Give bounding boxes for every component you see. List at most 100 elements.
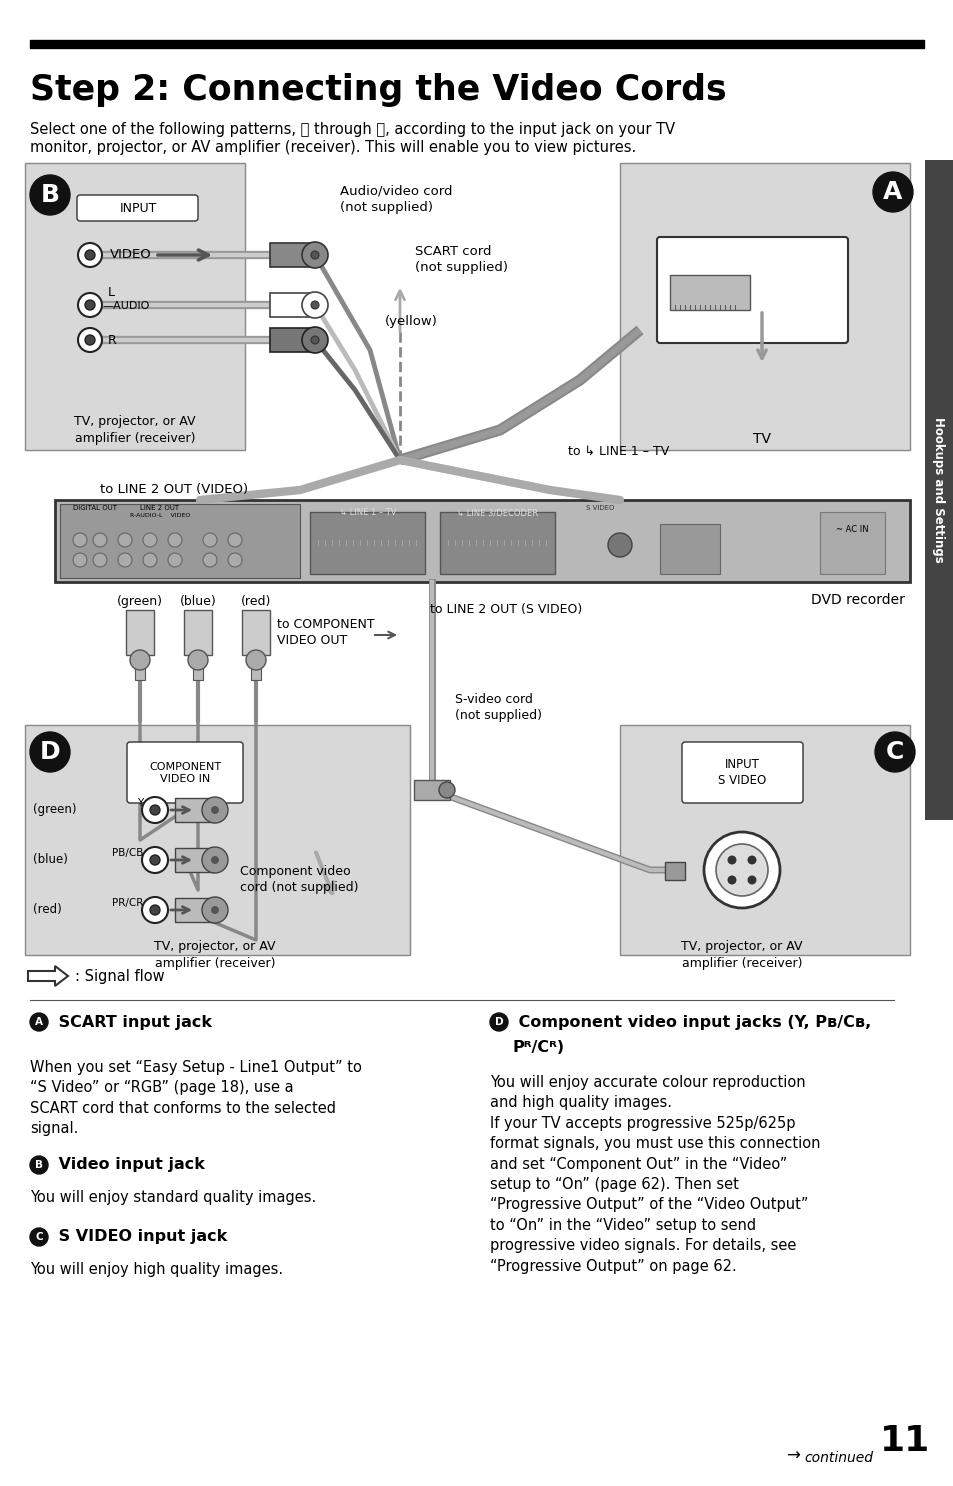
Text: COMPONENT
VIDEO IN: COMPONENT VIDEO IN xyxy=(149,762,221,785)
Text: SCART cord
(not supplied): SCART cord (not supplied) xyxy=(415,245,507,273)
Text: L: L xyxy=(108,285,115,299)
Circle shape xyxy=(73,553,87,568)
Circle shape xyxy=(302,293,328,318)
Circle shape xyxy=(30,175,70,215)
Text: LINE 2 OUT: LINE 2 OUT xyxy=(140,505,179,511)
Text: You will enjoy high quality images.: You will enjoy high quality images. xyxy=(30,1262,283,1276)
Circle shape xyxy=(202,847,228,872)
Text: ↳ LINE 3/DECODER: ↳ LINE 3/DECODER xyxy=(456,508,538,517)
Text: : Signal flow: : Signal flow xyxy=(75,969,165,984)
Circle shape xyxy=(143,533,157,547)
Bar xyxy=(619,725,909,955)
Text: C: C xyxy=(35,1232,43,1242)
Text: DVD recorder: DVD recorder xyxy=(810,593,904,606)
Bar xyxy=(126,609,153,655)
Text: INPUT: INPUT xyxy=(119,202,156,214)
Text: PB/CB: PB/CB xyxy=(112,849,143,857)
Text: TV: TV xyxy=(752,432,770,446)
Circle shape xyxy=(228,533,242,547)
Text: (green): (green) xyxy=(33,804,76,816)
Circle shape xyxy=(228,553,242,568)
Bar xyxy=(669,275,749,311)
Text: R-AUDIO-L    VIDEO: R-AUDIO-L VIDEO xyxy=(130,513,190,519)
Text: A: A xyxy=(882,180,902,204)
Circle shape xyxy=(302,242,328,267)
Circle shape xyxy=(246,649,266,670)
Circle shape xyxy=(874,733,914,773)
Circle shape xyxy=(607,533,631,557)
Circle shape xyxy=(118,533,132,547)
Bar xyxy=(270,328,314,352)
Bar xyxy=(193,658,203,681)
Bar xyxy=(270,244,314,267)
Circle shape xyxy=(30,1227,48,1245)
Bar xyxy=(135,658,145,681)
Bar xyxy=(25,163,245,450)
Text: continued: continued xyxy=(803,1450,872,1465)
Bar xyxy=(242,609,270,655)
Bar xyxy=(414,780,450,799)
Bar xyxy=(174,849,214,872)
Circle shape xyxy=(85,300,95,311)
Circle shape xyxy=(202,796,228,823)
Bar xyxy=(25,725,410,955)
Circle shape xyxy=(78,328,102,352)
Circle shape xyxy=(311,251,318,259)
Bar xyxy=(174,898,214,921)
Text: (blue): (blue) xyxy=(33,853,68,866)
Text: TV, projector, or AV
amplifier (receiver): TV, projector, or AV amplifier (receiver… xyxy=(154,941,275,970)
Text: D: D xyxy=(40,740,60,764)
Text: Audio/video cord
(not supplied): Audio/video cord (not supplied) xyxy=(339,184,452,214)
Text: →: → xyxy=(785,1447,800,1465)
Circle shape xyxy=(168,553,182,568)
Text: (green): (green) xyxy=(117,594,163,608)
Circle shape xyxy=(188,649,208,670)
Text: —AUDIO: —AUDIO xyxy=(102,302,150,311)
Text: DIGITAL OUT: DIGITAL OUT xyxy=(73,505,117,511)
Circle shape xyxy=(150,854,160,865)
Text: Hookups and Settings: Hookups and Settings xyxy=(931,418,944,563)
Bar xyxy=(270,293,314,317)
Circle shape xyxy=(130,649,150,670)
Circle shape xyxy=(85,250,95,260)
Circle shape xyxy=(203,533,216,547)
Text: Pᴿ/Cᴿ): Pᴿ/Cᴿ) xyxy=(513,1040,564,1055)
FancyBboxPatch shape xyxy=(77,195,198,221)
Text: ↳ LINE 1 – TV: ↳ LINE 1 – TV xyxy=(339,508,395,517)
Circle shape xyxy=(150,905,160,915)
FancyBboxPatch shape xyxy=(657,236,847,343)
Text: A: A xyxy=(35,1016,43,1027)
Circle shape xyxy=(30,1013,48,1031)
Text: TV, projector, or AV
amplifier (receiver): TV, projector, or AV amplifier (receiver… xyxy=(74,415,195,444)
Text: Component video
cord (not supplied): Component video cord (not supplied) xyxy=(240,865,358,895)
Bar xyxy=(310,513,424,574)
Text: R: R xyxy=(108,333,116,346)
Text: Video input jack: Video input jack xyxy=(53,1158,205,1172)
Circle shape xyxy=(202,898,228,923)
Circle shape xyxy=(747,875,756,884)
Circle shape xyxy=(727,856,736,865)
Circle shape xyxy=(311,336,318,343)
Circle shape xyxy=(703,832,780,908)
Text: When you set “Easy Setup - Line1 Output” to
“S Video” or “RGB” (page 18), use a
: When you set “Easy Setup - Line1 Output”… xyxy=(30,1060,361,1137)
Text: Step 2: Connecting the Video Cords: Step 2: Connecting the Video Cords xyxy=(30,73,726,107)
Circle shape xyxy=(143,553,157,568)
Text: 11: 11 xyxy=(879,1424,929,1458)
Text: (red): (red) xyxy=(240,594,271,608)
Text: Component video input jacks (Y, Pʙ/Cʙ,: Component video input jacks (Y, Pʙ/Cʙ, xyxy=(513,1015,870,1030)
Circle shape xyxy=(302,327,328,354)
Text: (yellow): (yellow) xyxy=(385,315,437,328)
Circle shape xyxy=(872,172,912,212)
Text: INPUT
S VIDEO: INPUT S VIDEO xyxy=(717,758,765,788)
FancyBboxPatch shape xyxy=(681,742,802,802)
Bar xyxy=(55,499,909,583)
Circle shape xyxy=(211,906,219,914)
Text: B: B xyxy=(35,1161,43,1169)
Bar xyxy=(924,160,953,820)
Bar xyxy=(60,504,299,578)
Text: VIDEO: VIDEO xyxy=(110,248,152,262)
Circle shape xyxy=(211,805,219,814)
Circle shape xyxy=(727,875,736,884)
Text: TV, projector, or AV
amplifier (receiver): TV, projector, or AV amplifier (receiver… xyxy=(680,941,801,970)
Bar xyxy=(820,513,884,574)
